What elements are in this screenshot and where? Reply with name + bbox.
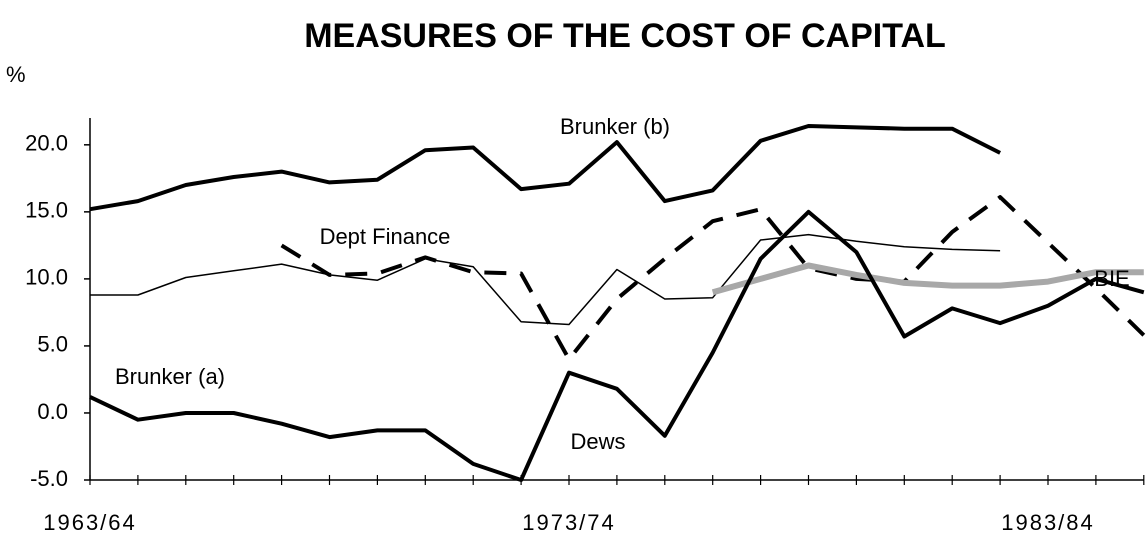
y-tick-label: 0.0 — [37, 399, 68, 424]
series-line — [89, 124, 1002, 212]
y-tick-label: 15.0 — [25, 198, 68, 223]
series-line — [711, 262, 1144, 296]
series-line — [90, 233, 1001, 326]
x-tick-label: 1963/64 — [43, 510, 137, 535]
y-tick-label: 10.0 — [25, 265, 68, 290]
series-line — [280, 195, 1146, 362]
series-label: Brunker (b) — [560, 114, 670, 139]
series-label: Dept Finance — [320, 224, 451, 249]
chart-title: MEASURES OF THE COST OF CAPITAL — [304, 17, 946, 55]
x-tick-label: 1983/84 — [1001, 510, 1095, 535]
y-tick-label: 5.0 — [37, 332, 68, 357]
series-label: Dews — [570, 429, 625, 454]
x-tick-label: 1973/74 — [522, 510, 616, 535]
y-tick-label: 20.0 — [25, 131, 68, 156]
series-label: Brunker (a) — [115, 364, 225, 389]
y-tick-label: -5.0 — [30, 466, 68, 491]
y-axis-label: % — [6, 62, 26, 87]
series-line — [89, 209, 1145, 482]
